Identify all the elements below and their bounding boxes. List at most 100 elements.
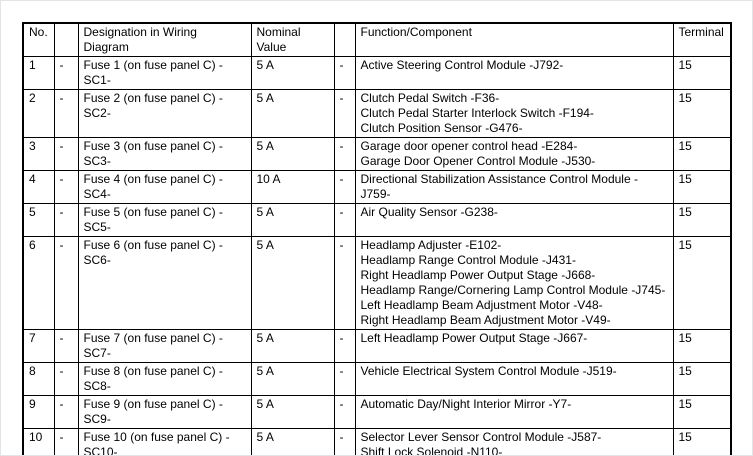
col-header-dash1: [53, 22, 79, 57]
cell-function: Automatic Day/Night Interior Mirror -Y7-: [354, 395, 674, 429]
table-row: 7- Fuse 7 (on fuse panel C) -SC7- 5 A - Left…: [22, 329, 732, 363]
function-line: Right Headlamp Power Output Stage -J668-: [360, 268, 596, 282]
cell-function: Left Headlamp Power Output Stage -J667-: [354, 329, 674, 363]
table-row: 1- Fuse 1 (on fuse panel C) -SC1- 5 A - Acti…: [22, 56, 732, 90]
cell-no: 4: [22, 170, 55, 204]
cell-function: Headlamp Adjuster -E102- Headlamp Range C…: [354, 236, 674, 330]
cell-nominal-value: 5 A: [250, 89, 335, 138]
cell-designation: Fuse 6 (on fuse panel C) -SC6-: [77, 236, 252, 330]
cell-terminal: 15: [672, 362, 732, 396]
cell-dash: -: [333, 236, 356, 330]
cell-terminal: 15: [672, 395, 732, 429]
cell-nominal-value: 5 A: [250, 395, 335, 429]
function-line: Directional Stabilization Assistance Con…: [360, 172, 638, 201]
cell-no: 6: [22, 236, 55, 330]
function-line: Headlamp Range/Cornering Lamp Control Mo…: [360, 283, 666, 297]
cell-function: Air Quality Sensor -G238-: [354, 203, 674, 237]
cell-dash: -: [53, 203, 79, 237]
cell-dash: -: [53, 362, 79, 396]
cell-dash: -: [53, 89, 79, 138]
cell-no: 2: [22, 89, 55, 138]
cell-dash: -: [53, 137, 79, 171]
function-line: Selector Lever Sensor Control Module -J5…: [360, 430, 602, 444]
cell-function: Selector Lever Sensor Control Module -J5…: [354, 428, 674, 456]
table-row: 10- Fuse 10 (on fuse panel C) -SC10- 5 A-S…: [22, 428, 732, 456]
cell-no: 10: [22, 428, 55, 455]
cell-dash: -: [53, 236, 79, 330]
cell-dash: -: [333, 428, 356, 455]
cell-function: Active Steering Control Module -J792-: [354, 56, 674, 90]
cell-no: 8: [22, 362, 55, 396]
col-header-dash2: [333, 22, 356, 57]
cell-no: 7: [22, 329, 55, 363]
cell-dash: -: [333, 362, 356, 396]
cell-function: Clutch Pedal Switch -F36- Clutch Pedal St…: [354, 89, 674, 138]
cell-no: 5: [22, 203, 55, 237]
cell-nominal-value: 5 A: [250, 203, 335, 237]
table-header-row: No. Designation in Wiring Diagram Nomina…: [22, 22, 732, 57]
cell-terminal: 15: [672, 203, 732, 237]
cell-nominal-value: 5 A: [250, 329, 335, 363]
function-line: Garage door opener control head -E284-: [360, 139, 578, 153]
cell-dash: -: [333, 89, 356, 138]
cell-nominal-value: 5 A: [250, 56, 335, 90]
cell-terminal: 15: [672, 428, 732, 455]
table-row: 8- Fuse 8 (on fuse panel C) -SC8- 5 A - Vehi…: [22, 362, 732, 396]
function-line: Air Quality Sensor -G238-: [360, 205, 498, 219]
cell-dash: -: [53, 395, 79, 429]
cell-dash: -: [53, 170, 79, 204]
cell-nominal-value: 10 A: [250, 170, 335, 204]
cell-function: Garage door opener control head -E284- Ga…: [354, 137, 674, 171]
function-line: Clutch Position Sensor -G476-: [360, 121, 523, 135]
table-row: 2- Fuse 2 (on fuse panel C) -SC2- 5 A - Clut…: [22, 89, 732, 138]
function-line: Vehicle Electrical System Control Module…: [360, 364, 617, 378]
function-line: Garage Door Opener Control Module -J530-: [360, 154, 596, 168]
function-line: Headlamp Adjuster -E102-: [360, 238, 502, 252]
cell-nominal-value: 5 A: [250, 137, 335, 171]
cell-designation: Fuse 3 (on fuse panel C) -SC3-: [77, 137, 252, 171]
cell-no: 1: [22, 56, 55, 90]
cell-dash: -: [333, 395, 356, 429]
cell-designation: Fuse 2 (on fuse panel C) -SC2-: [77, 89, 252, 138]
table-row: 3- Fuse 3 (on fuse panel C) -SC3- 5 A - Gara…: [22, 137, 732, 171]
cell-no: 3: [22, 137, 55, 171]
cell-nominal-value: 5 A: [250, 362, 335, 396]
table-row: 5- Fuse 5 (on fuse panel C) -SC5- 5 A - Air …: [22, 203, 732, 237]
fuse-table: No. Designation in Wiring Diagram Nomina…: [22, 22, 732, 456]
cell-nominal-value: 5 A: [250, 236, 335, 330]
function-line: Headlamp Range Control Module -J431-: [360, 253, 576, 267]
cell-dash: -: [333, 329, 356, 363]
cell-designation: Fuse 8 (on fuse panel C) -SC8-: [77, 362, 252, 396]
cell-terminal: 15: [672, 236, 732, 330]
cell-designation: Fuse 10 (on fuse panel C) -SC10-: [77, 428, 252, 455]
function-line: Left Headlamp Power Output Stage -J667-: [360, 331, 588, 345]
cell-function: Vehicle Electrical System Control Module…: [354, 362, 674, 396]
cell-terminal: 15: [672, 170, 732, 204]
table-row: 4- Fuse 4 (on fuse panel C) -SC4- 10 A - Dir…: [22, 170, 732, 204]
function-line: Clutch Pedal Switch -F36-: [360, 91, 500, 105]
cell-dash: -: [333, 137, 356, 171]
cell-designation: Fuse 5 (on fuse panel C) -SC5-: [77, 203, 252, 237]
cell-terminal: 15: [672, 137, 732, 171]
cell-no: 9: [22, 395, 55, 429]
col-header-no: No.: [22, 22, 55, 57]
col-header-nominal-value: Nominal Value: [250, 22, 335, 57]
cell-designation: Fuse 4 (on fuse panel C) -SC4-: [77, 170, 252, 204]
cell-terminal: 15: [672, 89, 732, 138]
cell-dash: -: [53, 329, 79, 363]
cell-dash: -: [53, 428, 79, 455]
cell-designation: Fuse 9 (on fuse panel C) -SC9-: [77, 395, 252, 429]
cell-function: Directional Stabilization Assistance Con…: [354, 170, 674, 204]
function-line: Active Steering Control Module -J792-: [360, 58, 564, 72]
cell-dash: -: [333, 56, 356, 90]
function-line: Automatic Day/Night Interior Mirror -Y7-: [360, 397, 572, 411]
cell-dash: -: [333, 170, 356, 204]
cell-designation: Fuse 1 (on fuse panel C) -SC1-: [77, 56, 252, 90]
cell-terminal: 15: [672, 56, 732, 90]
function-line: Clutch Pedal Starter Interlock Switch -F…: [360, 106, 594, 120]
table-row: 6- Fuse 6 (on fuse panel C) -SC6- 5 A - Head…: [22, 236, 732, 330]
col-header-designation: Designation in Wiring Diagram: [77, 22, 252, 57]
function-line: Shift Lock Solenoid -N110-: [360, 445, 503, 456]
